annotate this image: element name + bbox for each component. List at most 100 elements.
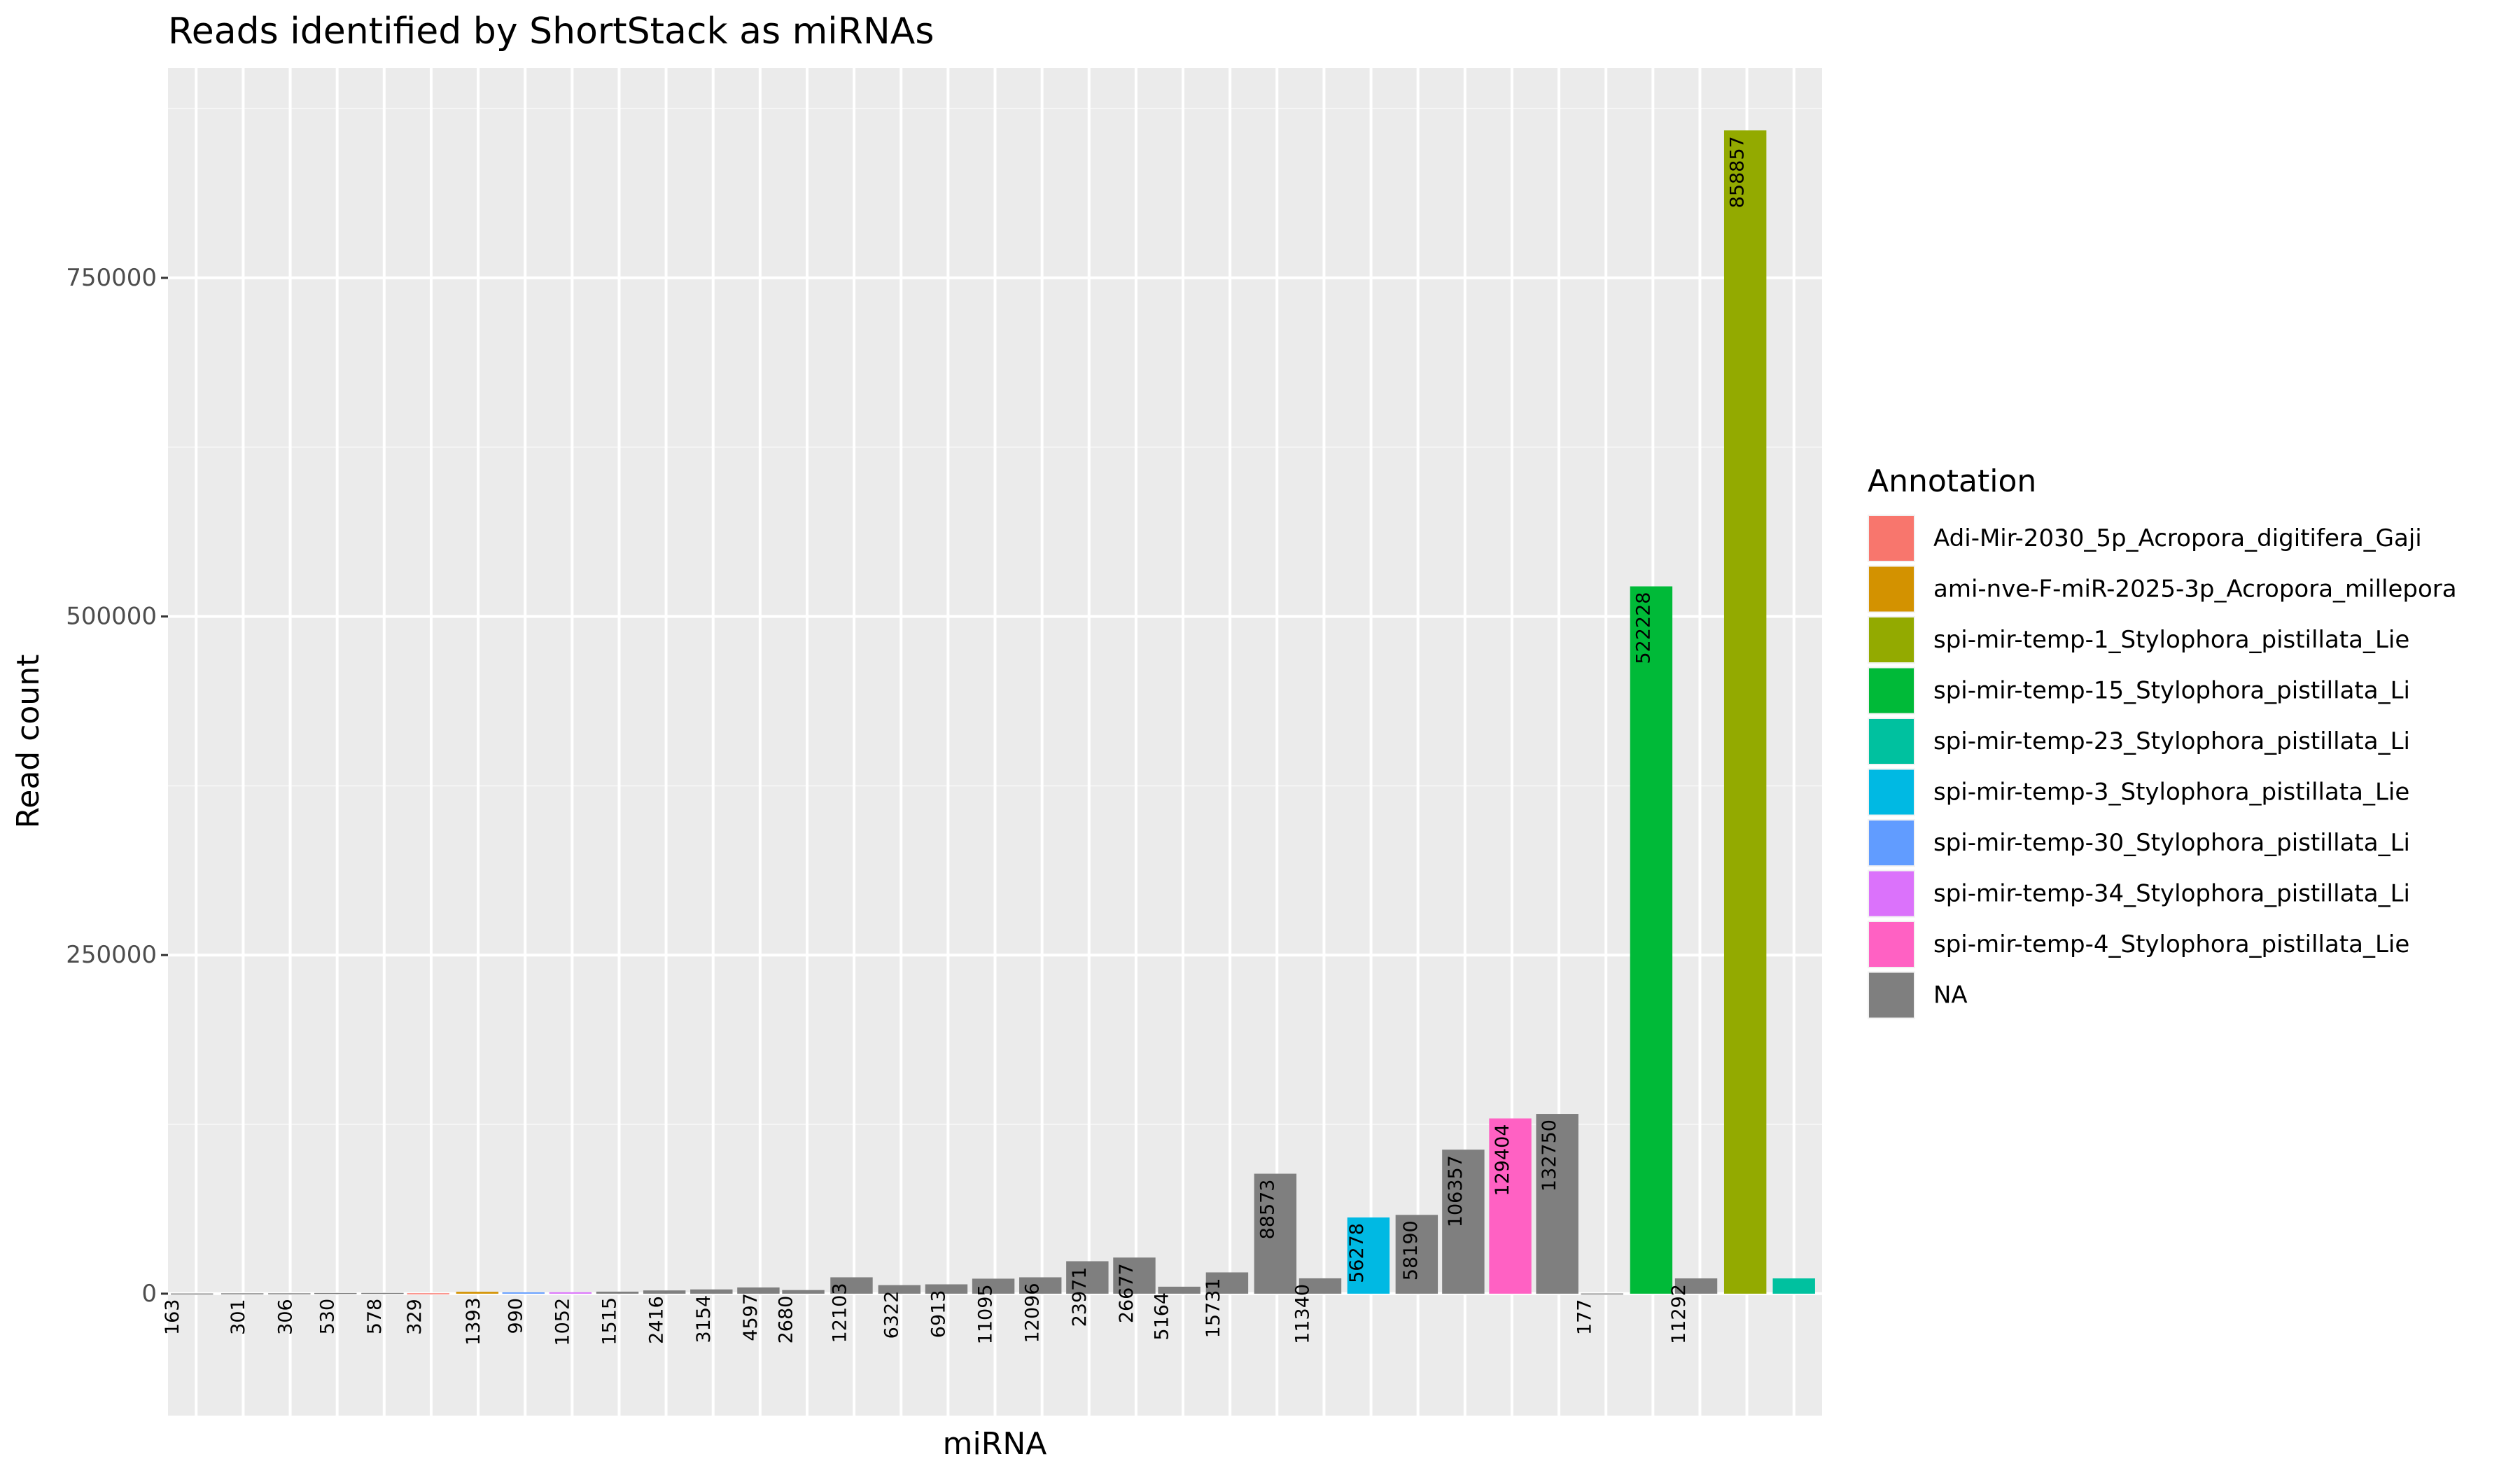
legend-label: spi-mir-temp-1_Stylophora_pistillata_Lie	[1933, 626, 2409, 654]
legend-swatch	[1869, 769, 1914, 815]
chart-title: Reads identified by ShortStack as miRNAs	[168, 11, 934, 53]
bar-value-label: 129404	[1492, 1124, 1513, 1196]
bar	[171, 1293, 214, 1295]
bar-value-label: 12103	[829, 1283, 850, 1343]
bar	[549, 1292, 592, 1294]
bar-value-label: 530	[317, 1299, 339, 1335]
legend-swatch	[1869, 922, 1914, 967]
bar	[1347, 1217, 1390, 1294]
bar	[1066, 1261, 1109, 1294]
legend-swatch	[1869, 972, 1914, 1018]
bar	[361, 1292, 404, 1294]
bar-value-label: 1052	[552, 1298, 573, 1346]
bar	[1113, 1257, 1156, 1294]
bar	[830, 1277, 873, 1294]
legend-label: spi-mir-temp-15_Stylophora_pistillata_Li	[1933, 677, 2410, 705]
bar	[1254, 1173, 1297, 1294]
legend-swatch	[1869, 668, 1914, 713]
bar	[643, 1290, 686, 1294]
legend-label: ami-nve-F-miR-2025-3p_Acropora_millepora	[1933, 575, 2457, 603]
bar	[268, 1293, 311, 1294]
legend-swatch	[1869, 821, 1914, 865]
bar-value-label: 3154	[693, 1295, 715, 1343]
bar-value-label: 26677	[1116, 1263, 1138, 1323]
legend-title: Annotation	[1868, 463, 2036, 499]
bar	[925, 1284, 968, 1294]
bar-value-label: 6913	[927, 1290, 949, 1339]
bar	[220, 1293, 264, 1294]
bar-value-label: 301	[227, 1299, 249, 1335]
legend-label: Adi-Mir-2030_5p_Acropora_digitifera_Gaji	[1933, 524, 2422, 552]
bar	[1723, 130, 1767, 1294]
bar	[1019, 1277, 1062, 1294]
bar	[596, 1291, 639, 1294]
bar-value-label: 58190	[1400, 1220, 1422, 1280]
legend-swatch	[1869, 617, 1914, 662]
bar	[1536, 1114, 1578, 1294]
bar-value-label: 522228	[1632, 592, 1654, 664]
legend: Annotation Adi-Mir-2030_5p_Acropora_digi…	[1868, 463, 2457, 1019]
bar-value-label: 578	[364, 1299, 386, 1335]
legend-label: spi-mir-temp-34_Stylophora_pistillata_Li	[1933, 880, 2410, 908]
legend-swatch	[1869, 516, 1914, 561]
bar	[1581, 1293, 1623, 1295]
y-tick-label: 750000	[66, 264, 157, 292]
legend-label: NA	[1933, 982, 1968, 1010]
bar	[1489, 1118, 1532, 1294]
bar	[972, 1278, 1015, 1294]
bar-value-label: 306	[274, 1299, 296, 1335]
bar-value-label: 329	[404, 1299, 426, 1335]
bar-value-label: 990	[505, 1298, 526, 1334]
legend-swatch	[1869, 871, 1914, 916]
legend-label: spi-mir-temp-30_Stylophora_pistillata_Li	[1933, 829, 2410, 857]
bar-labels: 163 301 306 530 578 329 1393 990 1052 1515 2416 315…	[162, 136, 1748, 1346]
y-axis: 0 250000 500000 750000	[66, 264, 168, 1308]
bar-value-label: 2680	[775, 1296, 797, 1344]
bars	[171, 130, 1815, 1295]
bar-value-label: 12096	[1022, 1283, 1044, 1343]
bar-value-label: 4597	[740, 1293, 762, 1341]
legend-swatch	[1869, 566, 1914, 612]
y-tick-label: 500000	[66, 603, 157, 631]
bar	[314, 1292, 357, 1294]
bar	[782, 1290, 825, 1294]
bar	[1630, 586, 1673, 1294]
bar	[1395, 1215, 1438, 1294]
legend-label: spi-mir-temp-23_Stylophora_pistillata_Li	[1933, 727, 2410, 755]
bar-value-label: 6322	[881, 1291, 902, 1339]
bar-value-label: 56278	[1346, 1223, 1368, 1283]
x-axis-title: miRNA	[943, 1426, 1047, 1462]
bar	[1298, 1278, 1342, 1294]
bar	[690, 1289, 733, 1294]
bar-value-label: 2416	[646, 1296, 668, 1344]
bar	[1205, 1272, 1249, 1294]
bar-value-label: 858857	[1727, 136, 1749, 208]
bar	[878, 1285, 921, 1294]
bar-value-label: 1393	[463, 1297, 484, 1346]
bar-value-label: 106357	[1445, 1155, 1466, 1227]
y-axis-title: Read count	[10, 655, 46, 829]
bar	[502, 1292, 545, 1294]
bar	[407, 1293, 449, 1294]
bar-value-label: 15731	[1203, 1278, 1224, 1338]
bar	[1674, 1278, 1718, 1294]
bar	[737, 1287, 780, 1294]
legend-swatch	[1869, 719, 1914, 764]
legend-label: spi-mir-temp-3_Stylophora_pistillata_Lie	[1933, 779, 2409, 807]
bar-value-label: 1515	[599, 1297, 621, 1346]
bar-value-label: 88573	[1256, 1180, 1278, 1240]
y-tick-label: 250000	[66, 941, 157, 969]
bar-value-label: 177	[1574, 1299, 1595, 1336]
bar-value-label: 11095	[975, 1284, 997, 1344]
bar-value-label: 11340	[1292, 1284, 1314, 1344]
bar-value-label: 163	[162, 1299, 183, 1336]
bar	[1772, 1278, 1815, 1294]
bar-value-label: 11292	[1668, 1284, 1690, 1344]
bar-value-label: 5164	[1151, 1292, 1172, 1341]
bar	[1442, 1150, 1485, 1294]
bar	[1158, 1286, 1200, 1294]
bar	[456, 1292, 499, 1294]
legend-label: spi-mir-temp-4_Stylophora_pistillata_Lie	[1933, 930, 2409, 958]
